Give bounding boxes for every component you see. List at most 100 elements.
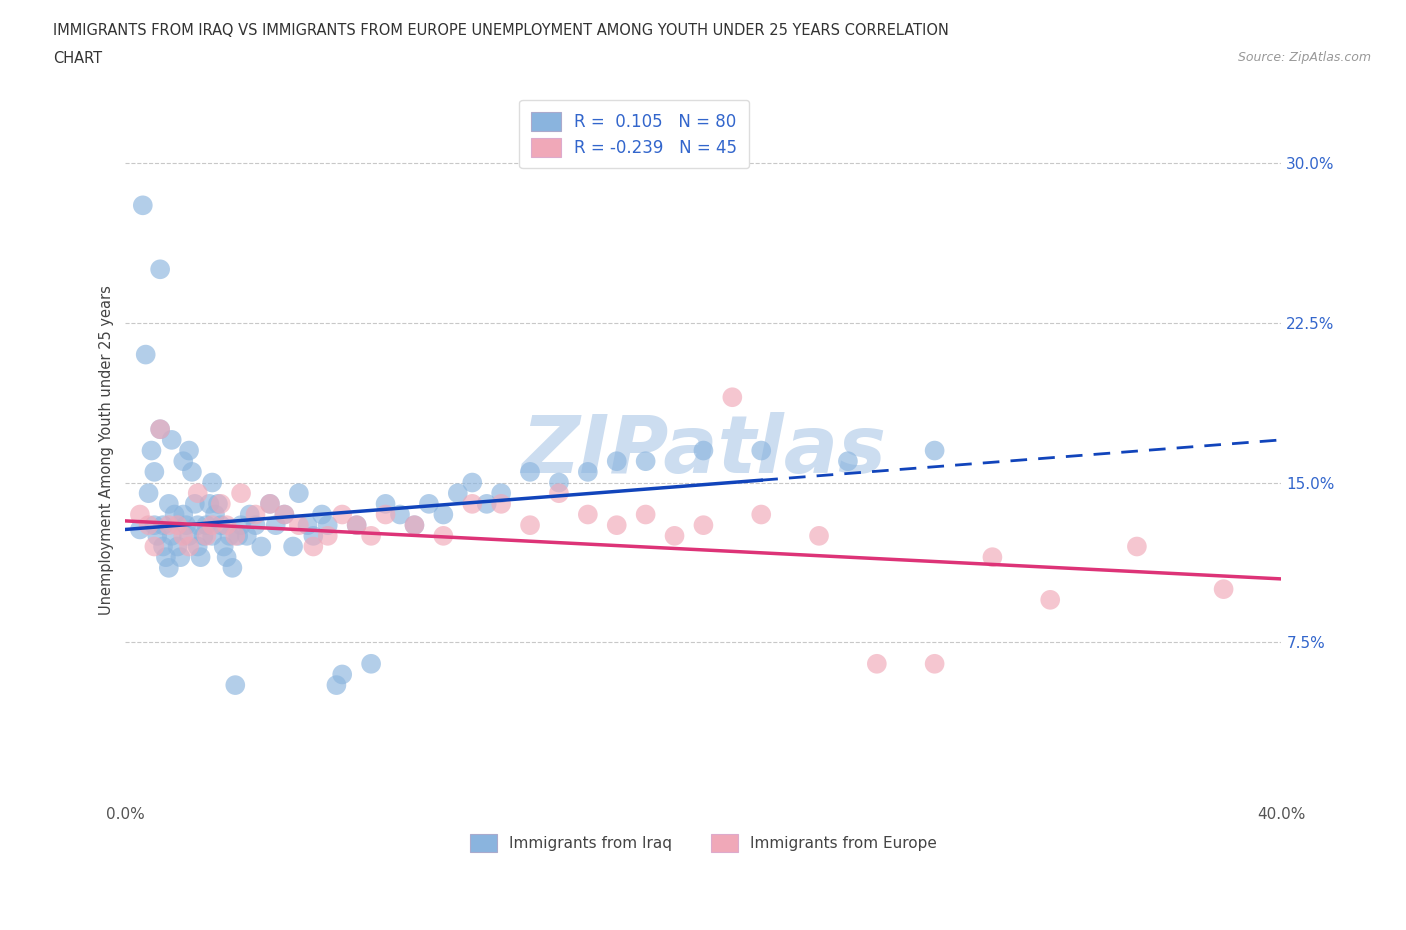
Point (215, 550, 238, 565)
Point (432, 528, 454, 543)
Point (218, 528, 240, 543)
Point (692, 443, 714, 458)
Point (166, 539, 188, 554)
Point (160, 528, 183, 543)
Point (418, 497, 440, 512)
Point (152, 539, 174, 554)
Point (316, 528, 339, 543)
Point (198, 497, 221, 512)
Point (195, 528, 218, 543)
Point (172, 528, 194, 543)
Point (259, 497, 281, 512)
Point (195, 518, 218, 533)
Point (519, 464, 541, 479)
Point (177, 539, 200, 554)
Point (548, 485, 571, 500)
Y-axis label: Unemployment Among Youth under 25 years: Unemployment Among Youth under 25 years (100, 286, 114, 616)
Point (157, 561, 180, 576)
Point (250, 539, 273, 554)
Point (1126, 539, 1149, 554)
Point (721, 390, 744, 405)
Point (172, 454, 194, 469)
Point (311, 507, 333, 522)
Point (212, 539, 235, 554)
Point (229, 485, 252, 500)
Point (143, 518, 166, 533)
Point (330, 667, 353, 682)
Point (374, 497, 396, 512)
Point (360, 528, 382, 543)
Point (461, 497, 484, 512)
Point (141, 443, 163, 458)
Point (606, 454, 628, 469)
Point (143, 464, 166, 479)
Point (374, 507, 396, 522)
Point (461, 475, 484, 490)
Point (749, 507, 772, 522)
Point (129, 522, 152, 537)
Point (152, 518, 174, 533)
Point (316, 518, 339, 533)
Point (404, 518, 426, 533)
Point (273, 507, 295, 522)
Point (360, 657, 382, 671)
Point (264, 518, 287, 533)
Point (325, 678, 347, 693)
Point (576, 507, 599, 522)
Point (157, 518, 180, 533)
Point (447, 485, 470, 500)
Point (808, 528, 831, 543)
Point (519, 518, 541, 533)
Point (692, 518, 714, 533)
Point (239, 507, 262, 522)
Point (190, 550, 212, 565)
Point (187, 485, 209, 500)
Point (160, 432, 183, 447)
Point (981, 550, 1004, 565)
Point (404, 518, 426, 533)
Point (330, 507, 353, 522)
Point (346, 518, 368, 533)
Point (1212, 581, 1234, 596)
Point (187, 518, 209, 533)
Point (749, 443, 772, 458)
Text: ZIPatlas: ZIPatlas (522, 412, 886, 489)
Point (432, 507, 454, 522)
Point (229, 518, 252, 533)
Point (259, 497, 281, 512)
Point (187, 539, 209, 554)
Point (388, 507, 411, 522)
Point (221, 561, 243, 576)
Point (209, 497, 232, 512)
Point (169, 550, 191, 565)
Point (209, 518, 232, 533)
Legend: Immigrants from Iraq, Immigrants from Europe: Immigrants from Iraq, Immigrants from Eu… (464, 829, 943, 858)
Point (163, 507, 186, 522)
Point (149, 422, 172, 437)
Point (475, 497, 498, 512)
Point (606, 518, 628, 533)
Point (177, 443, 200, 458)
Point (245, 518, 267, 533)
Point (174, 518, 197, 533)
Point (204, 507, 226, 522)
Point (166, 518, 188, 533)
Point (224, 528, 246, 543)
Point (143, 539, 166, 554)
Point (273, 507, 295, 522)
Point (297, 518, 319, 533)
Point (576, 464, 599, 479)
Point (548, 475, 571, 490)
Point (288, 518, 311, 533)
Point (184, 497, 207, 512)
Point (302, 528, 325, 543)
Point (193, 528, 215, 543)
Point (634, 507, 657, 522)
Text: IMMIGRANTS FROM IRAQ VS IMMIGRANTS FROM EUROPE UNEMPLOYMENT AMONG YOUTH UNDER 25: IMMIGRANTS FROM IRAQ VS IMMIGRANTS FROM … (53, 23, 949, 38)
Point (489, 485, 512, 500)
Point (138, 485, 160, 500)
Point (837, 454, 859, 469)
Point (489, 497, 512, 512)
Point (1039, 592, 1062, 607)
Point (155, 550, 177, 565)
